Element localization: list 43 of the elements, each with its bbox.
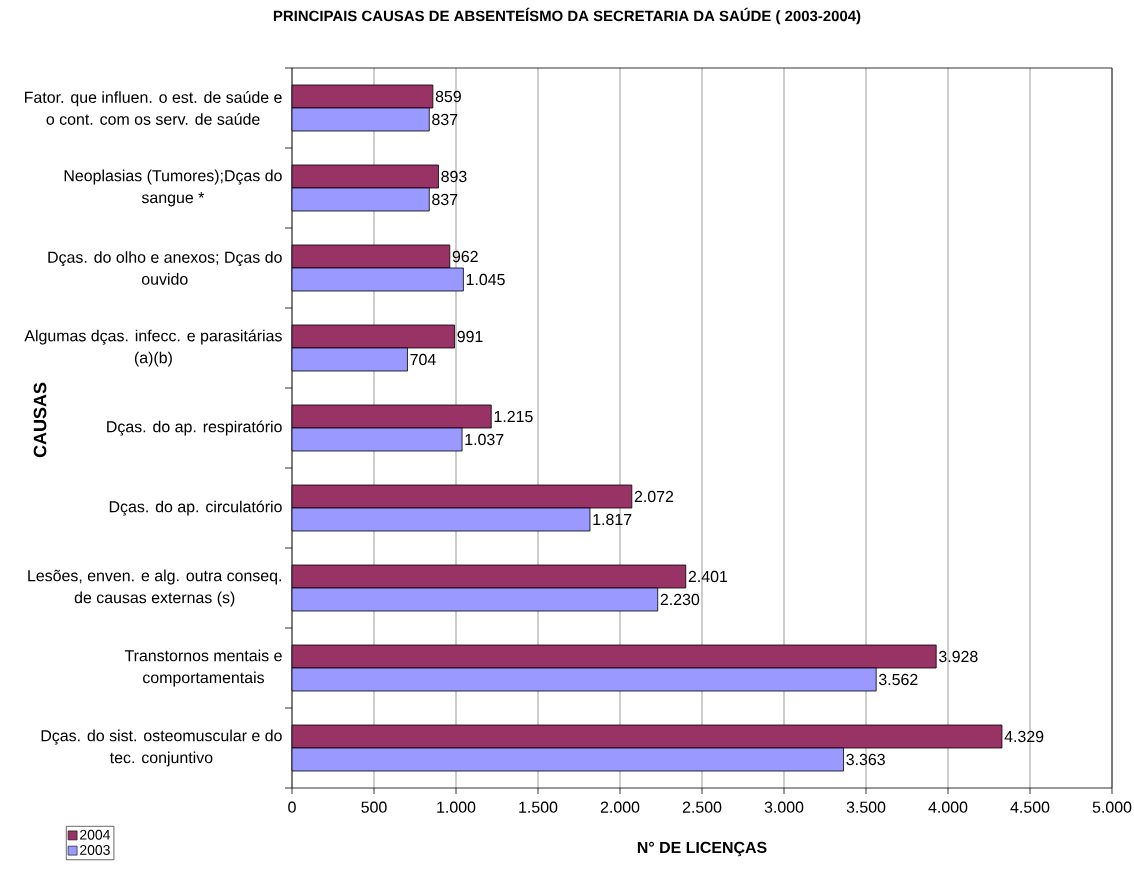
data-label: 3.928 (939, 650, 978, 663)
data-label: 704 (410, 353, 436, 366)
y-tick-label: Lesões, enven. e alg. outra conseq. de causas externas (s) (28, 569, 281, 607)
x-axis-title: N° DE LICENÇAS (637, 841, 767, 857)
data-label: 837 (432, 193, 458, 206)
legend-label: 2004 (80, 829, 110, 840)
data-label: 962 (452, 250, 478, 263)
y-tick-label: Transtornos mentais e comportamentais (124, 649, 282, 687)
y-tick-label: Algumas dças. infecc. e parasitárias (a)(b) (24, 329, 282, 367)
x-tick-label: 4.500 (1010, 801, 1050, 813)
y-axis-title: CAUSAS (33, 382, 47, 458)
x-tick-label: 2.000 (600, 801, 640, 813)
data-label: 2.230 (660, 593, 700, 606)
legend-label: 2003 (80, 845, 110, 855)
data-label: 3.562 (878, 673, 918, 686)
data-label: 2.072 (634, 490, 674, 503)
data-label: 1.817 (593, 513, 632, 526)
chart-title: PRINCIPAIS CAUSAS DE ABSENTEÍSMO DA SECRETARIA DA SAÚDE ( 2003-2004) (273, 7, 861, 25)
x-tick-label: 5.000 (1092, 801, 1132, 813)
x-tick-label: 500 (361, 801, 387, 813)
data-label: 859 (435, 90, 461, 103)
x-tick-label: 2.500 (682, 801, 722, 813)
x-tick-label: 3.500 (846, 801, 886, 813)
x-tick-label: 3.000 (764, 801, 804, 813)
y-tick-label: Dças. do ap. circulatório (109, 500, 282, 516)
data-label: 991 (457, 330, 483, 343)
y-tick-label: Neoplasias (Tumores);Dças do sangue * (64, 169, 282, 207)
data-label: 3.363 (846, 753, 885, 766)
data-label: 1.215 (494, 410, 533, 423)
x-tick-label: 0 (288, 801, 296, 813)
y-tick-label: Fator. que influen. o est. de saúde e o cont. com os serv. de saúde (25, 91, 282, 125)
data-label: 1.037 (465, 433, 504, 446)
data-label: 2.401 (688, 570, 728, 583)
y-tick-label: Dças. do olho e anexos; Dças do ouvido (48, 251, 282, 285)
data-label: 1.045 (466, 273, 505, 286)
x-tick-label: 4.000 (928, 801, 968, 813)
x-tick-label: 1.500 (519, 801, 558, 813)
y-tick-label: Dças. do ap. respiratório (107, 420, 282, 436)
x-tick-label: 1.000 (437, 801, 476, 813)
data-label: 4.329 (1004, 730, 1044, 743)
data-label: 893 (441, 170, 467, 183)
data-label: 837 (432, 113, 458, 126)
y-tick-label: Dças. do sist. osteomuscular e do tec. conjuntivo (41, 729, 282, 767)
